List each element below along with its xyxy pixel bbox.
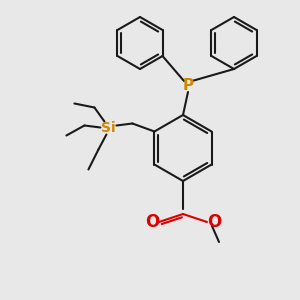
Text: P: P — [182, 77, 194, 92]
Text: O: O — [145, 213, 159, 231]
Text: Si: Si — [101, 121, 116, 134]
Text: O: O — [207, 213, 221, 231]
